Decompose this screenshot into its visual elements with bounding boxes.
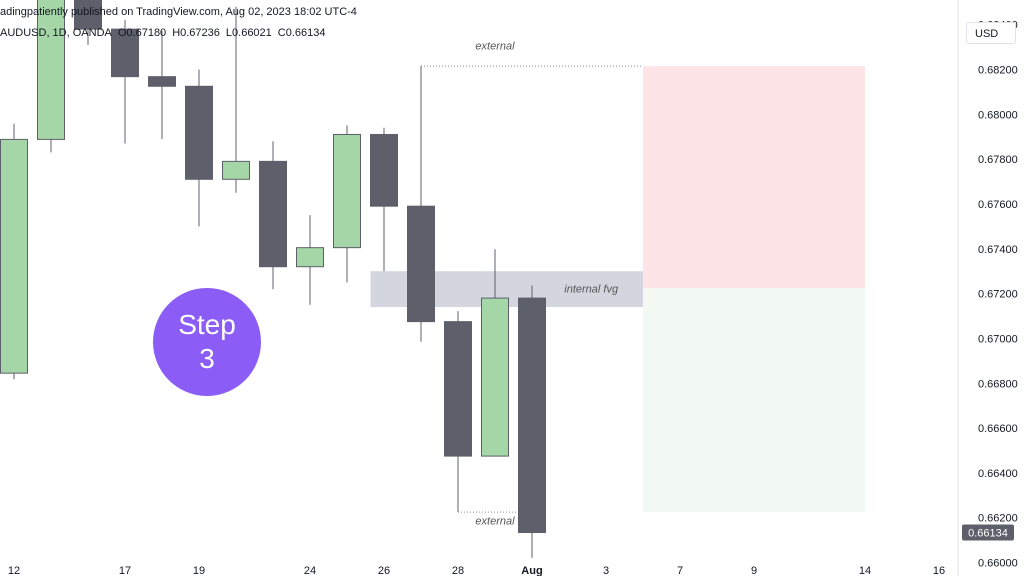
x-tick-label: 17 (119, 565, 131, 576)
symbol-label[interactable]: AUDUSD, 1D, OANDA (0, 27, 112, 39)
candle-5 (185, 69, 213, 227)
annotations-layer: external internal fvg external (475, 40, 619, 527)
candle-11 (407, 66, 435, 342)
x-tick-label: 9 (751, 565, 757, 576)
x-tick-label: 26 (378, 565, 390, 576)
step-badge: Step 3 (153, 288, 261, 396)
levels-layer (421, 65, 643, 513)
symbol-ohlc-bar: AUDUSD, 1D, OANDA O0.67180 H0.67236 L0.6… (0, 27, 326, 39)
y-tick-label: 0.67000 (978, 333, 1018, 345)
candle-body-bear (518, 297, 546, 534)
candle-body-bull (333, 133, 361, 249)
y-tick-label: 0.67200 (978, 289, 1018, 301)
candle-4 (148, 30, 176, 139)
candle-9 (333, 125, 361, 283)
y-tick-label: 0.68000 (978, 109, 1018, 121)
currency-button[interactable]: USD (966, 22, 1016, 44)
publisher-line: adingpatiently published on TradingView.… (0, 6, 357, 18)
candle-body-bear (185, 85, 213, 180)
candle-body-bear (259, 160, 287, 268)
y-tick-label: 0.66400 (978, 468, 1018, 480)
candle-body-bull (222, 160, 250, 180)
candle-12 (444, 311, 472, 513)
candle-1 (37, 0, 65, 153)
x-tick-label: 19 (193, 565, 205, 576)
candle-8 (296, 215, 324, 305)
y-tick-label: 0.66800 (978, 378, 1018, 390)
candle-3 (111, 20, 139, 144)
step-badge-number: 3 (199, 343, 215, 374)
last-price-box (962, 524, 1014, 541)
candle-body-bear (74, 0, 102, 30)
candle-body-bear (370, 133, 398, 207)
annotation-2: external (475, 515, 515, 527)
x-tick-label: 24 (304, 565, 316, 576)
candle-body-bull (37, 0, 65, 140)
time-axis[interactable]: 12 17 19 24 26 28 Aug 3 7 9 14 16 (8, 565, 945, 576)
y-tick-label: 0.67600 (978, 199, 1018, 211)
candle-body-bear (407, 205, 435, 323)
candle-body-bear (111, 28, 139, 78)
zone-target (643, 66, 865, 288)
candle-body-bull (481, 297, 509, 457)
ohlc-low: L0.66021 (225, 27, 272, 39)
last-price-label: 0.66134 (968, 528, 1008, 540)
candle-2 (74, 0, 102, 45)
candle-body-bear (148, 76, 176, 87)
candle-6 (222, 6, 250, 193)
annotation-1: internal fvg (564, 283, 619, 295)
candle-body-bull (296, 247, 324, 268)
y-tick-label: 0.67800 (978, 154, 1018, 166)
x-tick-label: 28 (452, 565, 464, 576)
annotation-0: external (475, 40, 515, 52)
ohlc-high: H0.67236 (172, 27, 220, 39)
ohlc-open: O0.67180 (117, 27, 167, 39)
candle-body-bull (0, 138, 28, 374)
y-tick-label: 0.66600 (978, 423, 1018, 435)
x-tick-label: 16 (933, 565, 945, 576)
y-tick-label: 0.67400 (978, 244, 1018, 256)
candle-0 (0, 123, 28, 380)
x-tick-label: 7 (677, 565, 683, 576)
candle-14 (518, 285, 546, 558)
price-axis[interactable]: 0.684000.682000.680000.678000.676000.674… (957, 0, 1018, 576)
y-tick-label: 0.68200 (978, 64, 1018, 76)
x-tick-label: Aug (521, 565, 542, 576)
ohlc-close: C0.66134 (277, 27, 326, 39)
y-tick-label: 0.66200 (978, 513, 1018, 525)
candles-layer (0, 0, 546, 558)
x-tick-label: 12 (8, 565, 20, 576)
zones-layer (370, 66, 865, 513)
x-tick-label: 14 (859, 565, 871, 576)
zone-stop (643, 288, 865, 513)
y-tick-label: 0.66000 (978, 558, 1018, 570)
step-badge-label: Step (178, 309, 236, 340)
candle-7 (259, 141, 287, 290)
x-tick-label: 3 (603, 565, 609, 576)
candle-10 (370, 127, 398, 272)
candle-body-bear (444, 321, 472, 457)
candle-13 (481, 249, 509, 457)
